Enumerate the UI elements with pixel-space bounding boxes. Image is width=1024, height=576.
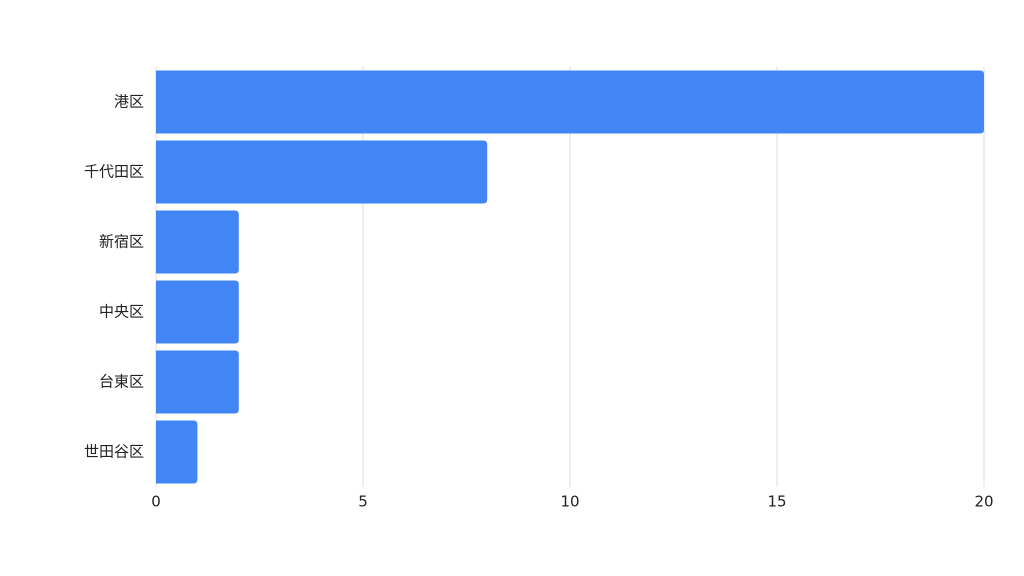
bar xyxy=(156,140,488,204)
bar xyxy=(156,420,198,484)
y-tick-label: 世田谷区 xyxy=(84,443,144,461)
y-tick-label: 台東区 xyxy=(99,373,144,391)
x-tick-label: 0 xyxy=(151,493,161,511)
x-tick-label: 10 xyxy=(560,493,579,511)
bar xyxy=(156,210,239,274)
x-tick-label: 20 xyxy=(974,493,993,511)
x-tick-label: 15 xyxy=(767,493,786,511)
y-tick-label: 中央区 xyxy=(99,303,144,321)
y-tick-label: 港区 xyxy=(114,93,144,111)
y-tick-label: 千代田区 xyxy=(84,163,144,181)
y-tick-label: 新宿区 xyxy=(99,233,144,251)
x-tick-label: 5 xyxy=(358,493,368,511)
bar xyxy=(156,350,239,414)
bar xyxy=(156,70,984,134)
bar xyxy=(156,280,239,344)
